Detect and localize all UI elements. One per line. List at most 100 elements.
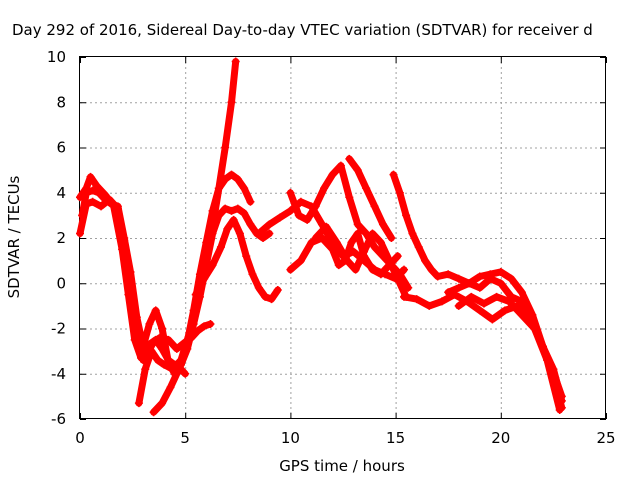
data-point [414,243,423,252]
data-point [311,234,320,242]
series-track-14 [444,274,566,405]
data-point [454,274,463,283]
data-point [353,166,362,175]
data-point [200,274,209,283]
data-point [88,197,97,206]
data-point [467,292,476,301]
data-point [130,335,139,344]
data-point [336,161,345,170]
data-point [147,347,156,356]
data-point [320,184,329,193]
data-point [141,365,150,374]
data-point [465,279,474,288]
data-point [444,288,453,297]
x-tick-label: 10 [281,429,300,447]
data-point [402,211,411,220]
data-point [181,369,190,378]
data-point [475,283,484,292]
data-point [261,292,270,301]
y-tick-labels: -6 -4 -2 0 2 4 6 8 10 [47,48,66,428]
data-point [223,224,232,233]
data-point [82,188,91,197]
data-point [214,211,223,220]
data-point [517,297,526,306]
data-point [496,267,505,276]
plot-frame [79,56,606,419]
series-track-15 [454,292,564,414]
data-point [351,265,360,274]
data-point [231,57,240,66]
data-point [76,229,84,238]
data-point [345,193,354,202]
data-point [360,247,369,256]
data-point [425,301,434,310]
data-point [246,197,255,206]
data-point [530,324,539,333]
series-line [455,293,564,414]
data-point [101,195,110,204]
data-point [267,295,276,304]
y-tick-label: -6 [51,410,66,428]
data-point [132,313,141,322]
data-point [370,202,379,211]
data-point [88,186,97,195]
data-point [221,204,230,213]
data-point [311,202,320,211]
y-tick-label: 8 [56,93,66,111]
chart-title: Day 292 of 2016, Sidereal Day-to-day VTE… [12,21,593,39]
data-point [254,229,263,238]
data-point [254,283,263,292]
data-point [385,256,394,265]
data-point [347,238,356,247]
data-point [412,295,421,304]
data-point [86,172,95,181]
data-point [265,229,274,238]
data-point [332,238,341,247]
data-point [400,292,409,301]
y-tick-label: 2 [56,229,66,247]
data-point [444,270,453,279]
data-point [206,319,215,328]
data-point [328,170,337,179]
data-point [307,238,316,247]
data-point [265,220,274,229]
x-tick-labels: 0 5 10 15 20 25 [75,429,615,447]
data-point [303,215,312,224]
data-point [475,306,484,315]
data-point [208,261,217,270]
data-point [296,197,305,206]
data-point [259,234,268,242]
data-point [145,319,154,328]
data-point [486,274,495,283]
data-point [395,188,404,197]
x-axis-label: GPS time / hours [279,457,405,475]
data-point [353,220,362,229]
series-track-4 [149,170,255,417]
data-point [233,175,242,184]
data-point [488,315,497,324]
data-point [214,184,223,193]
y-tick-label: 10 [47,48,66,66]
data-point [185,329,194,338]
data-point [501,306,510,315]
data-point [322,222,331,231]
data-point [378,220,387,229]
data-point [387,234,396,242]
data-point [221,175,230,184]
data-point [248,270,257,279]
data-point [496,279,505,288]
data-point [479,299,488,308]
data-point [376,238,385,247]
data-point [368,229,377,238]
data-point [427,265,436,274]
data-point [216,243,225,252]
data-point [400,265,409,274]
data-point [235,229,244,238]
data-point [517,310,526,319]
data-point [158,399,167,408]
series-line [345,155,395,242]
data-point [151,306,160,315]
x-tick-label: 20 [491,429,510,447]
data-series [76,57,566,417]
